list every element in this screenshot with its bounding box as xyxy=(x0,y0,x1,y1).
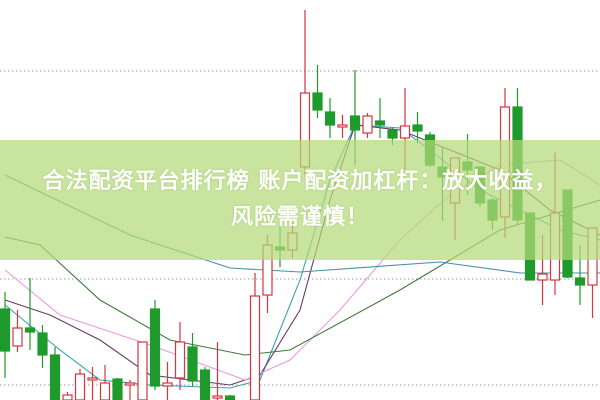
candle-down xyxy=(24,327,36,333)
candle-up xyxy=(62,394,73,400)
candle-down xyxy=(37,332,48,356)
candle-up xyxy=(162,382,173,387)
candle-up xyxy=(124,382,136,386)
candle-down xyxy=(49,354,61,400)
banner-line-2: 风险需谨慎！ xyxy=(230,205,369,230)
candle-down xyxy=(224,395,236,400)
candle-down xyxy=(312,92,323,111)
candle-up xyxy=(337,124,348,128)
candle-down xyxy=(574,277,586,286)
candle-up xyxy=(87,377,98,381)
candle-down xyxy=(374,120,386,126)
candle-down xyxy=(412,124,423,132)
candle-up xyxy=(74,373,86,400)
banner-line-1: 合法配资平台排行榜 账户配资加杠杆：放大收益， xyxy=(42,169,558,194)
candle-down xyxy=(112,378,123,400)
candle-up xyxy=(249,295,261,400)
candle-up xyxy=(537,273,548,281)
candle-down xyxy=(349,115,361,131)
candle-down xyxy=(324,111,336,126)
candle-down xyxy=(0,308,11,352)
candle-up xyxy=(99,382,111,400)
candle-up xyxy=(399,125,411,139)
title-banner: 合法配资平台排行榜 账户配资加杠杆：放大收益， 风险需谨慎！ xyxy=(0,140,600,260)
candle-down xyxy=(199,369,211,400)
candle-up xyxy=(212,395,223,399)
candle-down xyxy=(387,129,398,139)
candle-down xyxy=(149,308,161,387)
candle-up xyxy=(362,115,373,134)
candle-up xyxy=(12,327,23,347)
candle-up xyxy=(174,341,186,379)
candle-up xyxy=(137,341,148,400)
candle-down xyxy=(187,346,198,382)
